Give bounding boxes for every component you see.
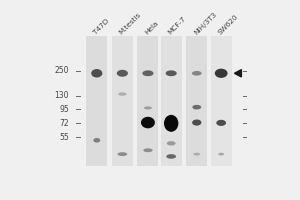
- Bar: [211, 36, 232, 166]
- Ellipse shape: [218, 153, 224, 156]
- Text: 95: 95: [59, 105, 69, 114]
- Bar: [112, 36, 133, 166]
- Text: MCF-7: MCF-7: [167, 15, 187, 36]
- Ellipse shape: [192, 105, 201, 109]
- Text: 130: 130: [54, 91, 69, 100]
- Ellipse shape: [192, 119, 201, 126]
- Bar: [186, 36, 207, 166]
- Polygon shape: [234, 70, 242, 77]
- Ellipse shape: [192, 71, 202, 76]
- Text: 72: 72: [59, 119, 69, 128]
- Bar: [161, 36, 182, 166]
- Text: NIH/3T3: NIH/3T3: [193, 11, 217, 36]
- Ellipse shape: [117, 70, 128, 77]
- Ellipse shape: [142, 70, 154, 76]
- Ellipse shape: [93, 138, 100, 143]
- Ellipse shape: [193, 153, 200, 156]
- Text: 55: 55: [59, 133, 69, 142]
- Ellipse shape: [144, 106, 152, 109]
- Ellipse shape: [91, 69, 102, 78]
- Text: Hela: Hela: [144, 20, 160, 36]
- Ellipse shape: [118, 92, 127, 96]
- Text: SW620: SW620: [217, 13, 239, 36]
- Text: M.testis: M.testis: [118, 11, 142, 36]
- Text: 250: 250: [54, 66, 69, 75]
- Ellipse shape: [166, 70, 177, 76]
- Bar: [86, 36, 107, 166]
- Text: T47D: T47D: [92, 18, 110, 36]
- Ellipse shape: [141, 117, 155, 128]
- Ellipse shape: [216, 120, 226, 126]
- Bar: [137, 36, 158, 166]
- Ellipse shape: [164, 115, 178, 132]
- Ellipse shape: [143, 148, 153, 152]
- Ellipse shape: [215, 69, 228, 78]
- Ellipse shape: [166, 154, 176, 159]
- Ellipse shape: [167, 141, 176, 146]
- Ellipse shape: [118, 152, 127, 156]
